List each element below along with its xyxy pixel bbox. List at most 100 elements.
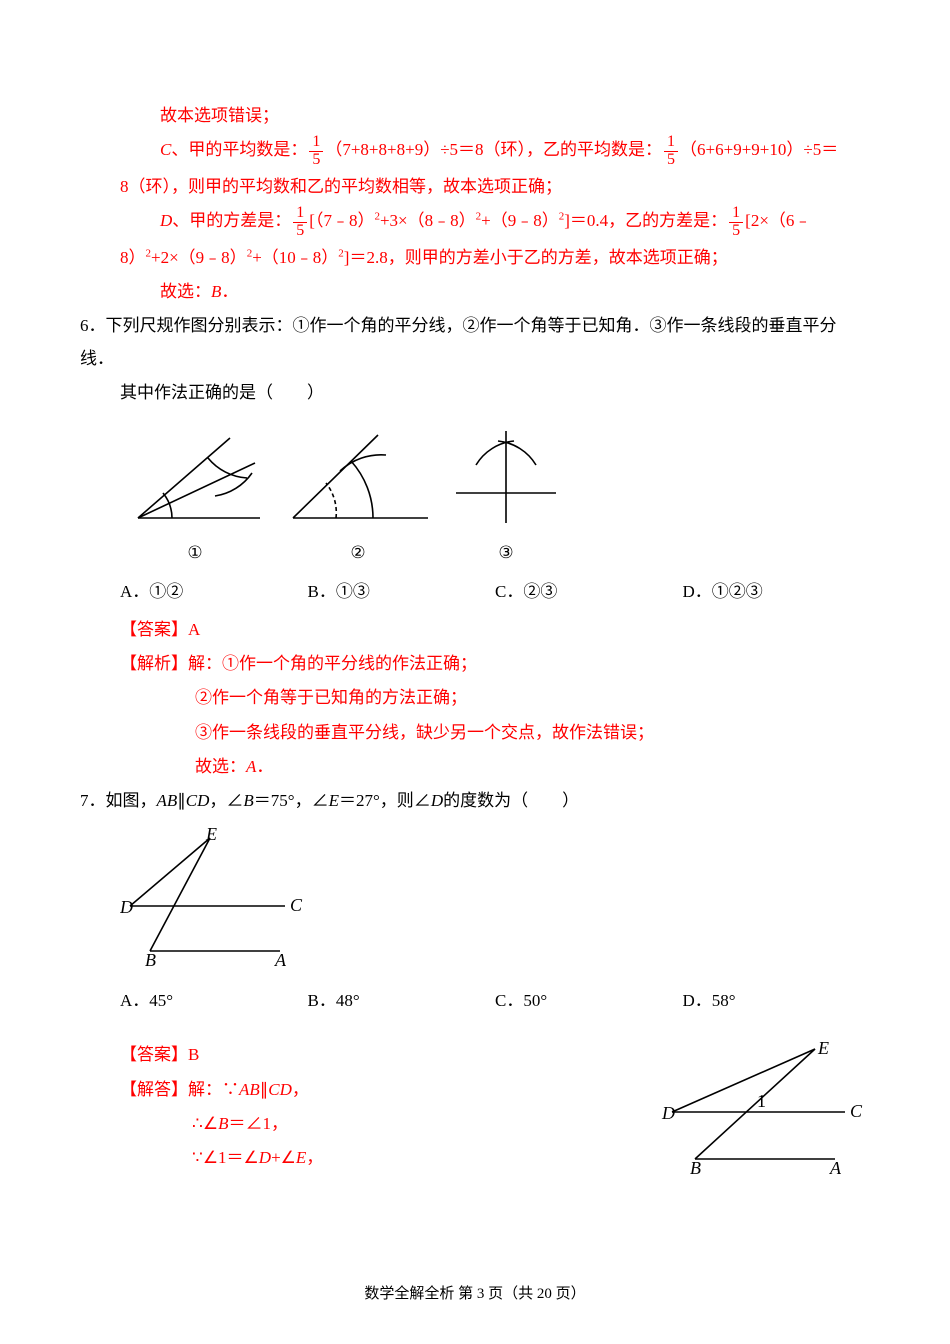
suffix: ， (292, 1080, 309, 1099)
text: [2×（6﹣ (745, 211, 811, 230)
ab: AB (157, 791, 178, 810)
q7-solve: 【解答】解：∵AB∥CD， (120, 1074, 660, 1106)
text: ]＝0.4，乙的方差是： (564, 211, 727, 230)
q6-reason2: ②作一个角等于已知角的方法正确； (80, 682, 870, 714)
q5-line-d: D、甲的方差是：15[（7﹣8）2+3×（8﹣8）2+（9﹣8）2]＝0.4，乙… (80, 205, 870, 240)
text: 如图， (106, 791, 157, 810)
label-3: ③ (498, 543, 513, 562)
option-a: A．①② (120, 576, 308, 608)
parallel-lines-diagram: E C D B A (120, 826, 320, 966)
angle: ∠ (226, 791, 243, 810)
figure-1: ① (120, 423, 270, 569)
suffix: ， (306, 1148, 323, 1167)
figure-2: ② (278, 423, 438, 569)
text: 解：∵ (188, 1080, 239, 1099)
text: ]＝2.8，则甲的方差小于乙的方差，故本选项正确； (344, 248, 728, 267)
q5-line-c-cont: 8（环），则甲的平均数和乙的平均数相等，故本选项正确； (80, 171, 870, 203)
label-2: ② (350, 543, 365, 562)
page-footer: 数学全解全析 第 3 页（共 20 页） (0, 1280, 950, 1309)
q7-answer-figure: E C D B A 1 (660, 1039, 870, 1185)
ab: AB (239, 1080, 260, 1099)
fraction-1-5: 15 (293, 205, 307, 240)
q6-options: A．①② B．①③ C．②③ D．①②③ (80, 576, 870, 608)
q6-stem: 6．下列尺规作图分别表示：①作一个角的平分线，②作一个角等于已知角．③作一条线段… (80, 310, 870, 375)
item-label: C (160, 141, 171, 160)
e: E (296, 1148, 306, 1167)
q7-figure: E C D B A (80, 826, 870, 977)
analysis-label: 【解析】 (120, 654, 188, 673)
q6-answer: 【答案】A (80, 614, 870, 646)
text: 的度数为（ ） (443, 791, 579, 810)
q5-continuation: 故本选项错误； C、甲的平均数是：15（7+8+8+8+9）÷5＝8（环），乙的… (80, 100, 870, 308)
text: ． (256, 757, 273, 776)
q6-reason3: ③作一条线段的垂直平分线，缺少另一个交点，故作法错误； (80, 717, 870, 749)
perpendicular-bisector-icon (446, 423, 566, 533)
b: B (243, 791, 253, 810)
label-1: ① (187, 543, 202, 562)
text: 、甲的平均数是： (171, 141, 307, 160)
parallel: ∥ (177, 791, 186, 810)
b: B (218, 1114, 228, 1133)
svg-text:A: A (274, 950, 287, 966)
text: ＝∠1， (228, 1114, 288, 1133)
e: E (329, 791, 339, 810)
text: 故选： (195, 757, 246, 776)
text: （6+6+9+9+10）÷5＝ (680, 141, 838, 160)
svg-text:D: D (661, 1103, 675, 1123)
q6-analysis: 【解析】解：①作一个角的平分线的作法正确； (80, 648, 870, 680)
q-number: 7． (80, 791, 106, 810)
q7-answer: 【答案】B (120, 1039, 660, 1071)
text: +2×（9﹣8） (151, 248, 247, 267)
text: 、甲的方差是： (172, 211, 291, 230)
text: （7+8+8+8+9）÷5＝8（环），乙的平均数是： (325, 141, 662, 160)
d: D (259, 1148, 271, 1167)
svg-text:E: E (205, 826, 217, 844)
fraction-1-5: 15 (664, 134, 678, 169)
text: 故选： (160, 282, 211, 301)
svg-text:B: B (145, 950, 156, 966)
answer: A (246, 757, 256, 776)
q6-figures: ① ② ③ (80, 423, 870, 569)
q6-stem2: 其中作法正确的是（ ） (80, 377, 870, 409)
q7-answer-row: 【答案】B 【解答】解：∵AB∥CD， ∴∠B＝∠1， ∵∠1＝∠D+∠E， (80, 1039, 870, 1185)
text: +（9﹣8） (481, 211, 559, 230)
cd: CD (268, 1080, 292, 1099)
option-a: A．45° (120, 985, 308, 1017)
parallel: ∥ (260, 1080, 269, 1099)
answer-label: 【答案】 (120, 620, 188, 639)
question-7: 7．如图，AB∥CD，∠B＝75°，∠E＝27°，则∠D的度数为（ ） E C … (80, 785, 870, 1185)
text: ． (221, 282, 238, 301)
q5-line-d-cont: 8）2+2×（9﹣8）2+（10﹣8）2]＝2.8，则甲的方差小于乙的方差，故本… (80, 242, 870, 274)
option-c: C．50° (495, 985, 683, 1017)
parallel-lines-labeled-diagram: E C D B A 1 (660, 1039, 870, 1174)
fraction-1-5: 15 (309, 134, 323, 169)
q7-stem: 7．如图，AB∥CD，∠B＝75°，∠E＝27°，则∠D的度数为（ ） (80, 785, 870, 817)
svg-text:B: B (690, 1158, 701, 1174)
text: +3×（8﹣8） (380, 211, 476, 230)
svg-text:D: D (120, 897, 133, 917)
text: 解：①作一个角的平分线的作法正确； (188, 654, 477, 673)
svg-text:C: C (290, 895, 303, 915)
text: [（7﹣8） (309, 211, 374, 230)
q7-answer-text: 【答案】B 【解答】解：∵AB∥CD， ∴∠B＝∠1， ∵∠1＝∠D+∠E， (120, 1039, 660, 1176)
comma: ， (209, 791, 226, 810)
option-d: D．58° (683, 985, 871, 1017)
text: ∴∠ (192, 1114, 218, 1133)
q6-conclusion: 故选：A． (80, 751, 870, 783)
answer: B (211, 282, 221, 301)
q5-line-wrong: 故本选项错误； (80, 100, 870, 132)
q-number: 6． (80, 316, 106, 335)
question-6: 6．下列尺规作图分别表示：①作一个角的平分线，②作一个角等于已知角．③作一条线段… (80, 310, 870, 783)
text: ∵∠1＝∠ (192, 1148, 259, 1167)
option-d: D．①②③ (683, 576, 871, 608)
solve-label: 【解答】 (120, 1080, 188, 1099)
option-b: B．48° (308, 985, 496, 1017)
item-label: D (160, 211, 172, 230)
svg-text:A: A (829, 1158, 842, 1174)
option-c: C．②③ (495, 576, 683, 608)
svg-text:E: E (817, 1039, 829, 1058)
svg-text:C: C (850, 1101, 863, 1121)
answer-label: 【答案】 (120, 1045, 188, 1064)
text: 下列尺规作图分别表示：①作一个角的平分线，②作一个角等于已知角．③作一条线段的垂… (80, 316, 837, 367)
fraction-1-5: 15 (729, 205, 743, 240)
